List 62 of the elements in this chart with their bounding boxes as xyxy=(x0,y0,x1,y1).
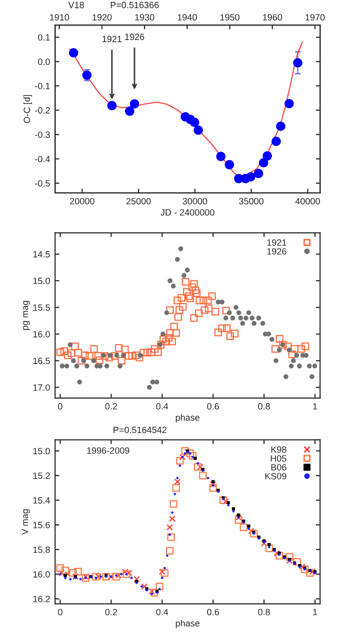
y-tick-label: 0.0 xyxy=(38,58,50,65)
x-tick-label: 0.6 xyxy=(207,608,219,616)
x2-tick-label: 1960 xyxy=(263,14,282,21)
y-tick-label: 0.1 xyxy=(38,34,50,41)
legend-label: B06 xyxy=(271,464,286,470)
y-tick-label: 15.6 xyxy=(33,522,50,528)
x-tick-label: 20000 xyxy=(70,198,94,204)
y-tick-label: 15.4 xyxy=(33,497,50,504)
legend-label: 1926 xyxy=(267,248,286,255)
x2-tick-label: 1920 xyxy=(92,14,112,21)
y-tick-label: 16.5 xyxy=(33,358,50,364)
x-tick-label: 0 xyxy=(58,608,62,616)
x-tick-label: 0.8 xyxy=(258,608,270,616)
x-tick-label: 1 xyxy=(313,608,318,616)
y-tick-label: 15.8 xyxy=(33,546,50,553)
x-tick-label: 0.6 xyxy=(207,403,219,410)
text: V18 xyxy=(68,2,84,8)
x-tick-label: 0.2 xyxy=(105,608,117,616)
y-tick-label: 17.0 xyxy=(33,384,50,391)
x-tick-label: 1 xyxy=(313,403,318,410)
y-axis-title: pg mag xyxy=(23,300,30,330)
legend-label: 1921 xyxy=(267,239,286,246)
y-tick-label: -0.2 xyxy=(35,107,50,114)
y-tick-label: -0.4 xyxy=(35,156,50,162)
x-tick-label: 35000 xyxy=(239,198,264,204)
x2-tick-label: 1910 xyxy=(50,14,70,21)
legend-label: K98 xyxy=(271,446,286,453)
x-tick-label: 0 xyxy=(58,403,62,410)
x-tick-label: 25000 xyxy=(126,198,151,204)
y-tick-label: 15.0 xyxy=(33,448,50,454)
x-tick-label: 40000 xyxy=(295,198,320,204)
x-tick-label: 0.4 xyxy=(156,403,168,410)
y-tick-label: -0.5 xyxy=(35,180,50,187)
y-tick-label: 16.0 xyxy=(33,571,50,578)
y-tick-label: -0.1 xyxy=(35,82,50,90)
annotation: 1921 xyxy=(102,36,122,42)
x2-tick-label: 1950 xyxy=(220,14,240,21)
x-axis-title: phase xyxy=(176,414,200,422)
y-tick-label: 15.2 xyxy=(33,472,50,479)
x-tick-label: 30000 xyxy=(182,198,208,204)
y-tick-label: 16.0 xyxy=(33,331,50,338)
y-tick-label: 14.5 xyxy=(33,251,50,258)
x-tick-label: 0.2 xyxy=(105,403,117,410)
legend-label: H05 xyxy=(270,455,286,462)
annotation: 1926 xyxy=(125,34,144,40)
x2-tick-label: 1940 xyxy=(178,14,197,21)
x-axis-title: JD - 2400000 xyxy=(160,209,214,216)
x2-tick-label: 1930 xyxy=(135,14,154,21)
x2-tick-label: 1970 xyxy=(306,14,325,21)
y-tick-label: 15.0 xyxy=(33,278,50,284)
x-tick-label: 0.4 xyxy=(156,608,168,616)
text: P=0.516366 xyxy=(110,2,159,8)
text: P=0.5164542 xyxy=(114,426,166,434)
x-tick-label: 0.8 xyxy=(258,403,270,410)
y-axis-title: O-C [d] xyxy=(23,95,32,124)
y-tick-label: 15.5 xyxy=(33,304,50,311)
y-tick-label: 16.2 xyxy=(33,596,50,602)
y-axis-title: V mag xyxy=(22,509,30,535)
y-tick-label: -0.3 xyxy=(35,131,50,138)
legend-label: KS09 xyxy=(265,472,286,480)
annotation: 1996-2009 xyxy=(87,447,130,454)
x-axis-title: phase xyxy=(176,620,200,628)
